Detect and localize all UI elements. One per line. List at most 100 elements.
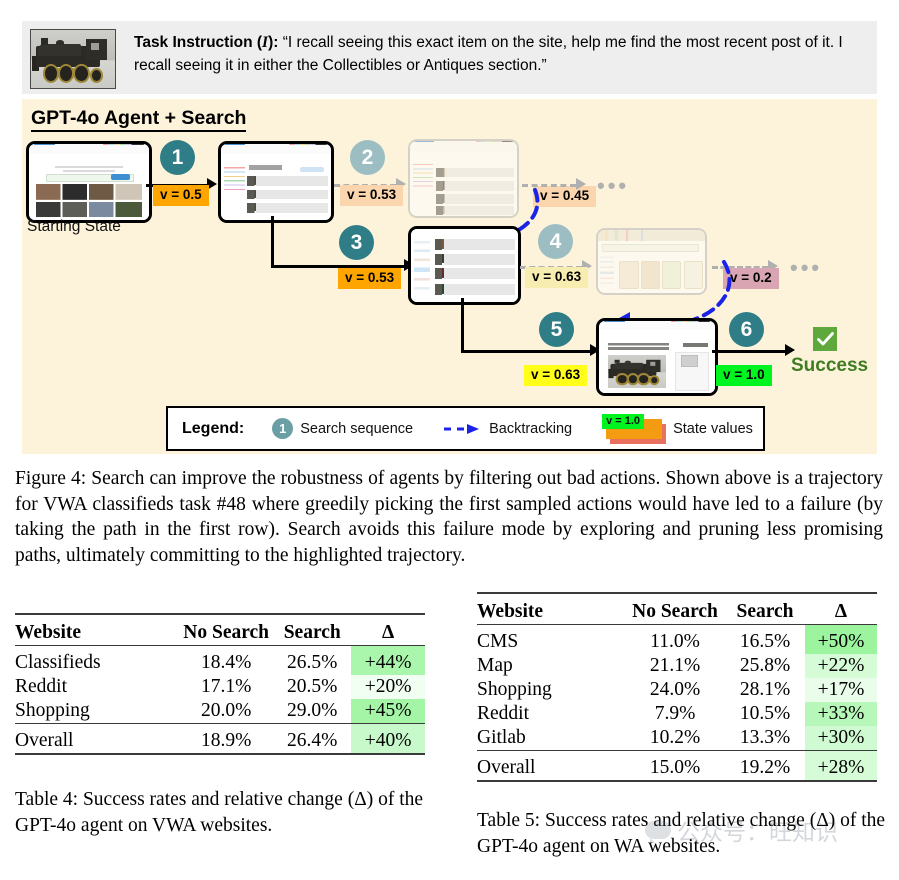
figure-4-caption: Figure 4: Search can improve the robustn… xyxy=(15,468,883,566)
table-row: CMS 11.0% 16.5% +50% xyxy=(477,624,877,654)
table-5: Website No Search Search Δ CMS 11.0% 16.5%… xyxy=(477,592,877,783)
no-search-cell: 11.0% xyxy=(625,624,725,654)
no-search-cell: 20.0% xyxy=(200,700,252,721)
table-row: Map 21.1% 25.8% +22% xyxy=(477,654,877,678)
antiques-listing-screenshot[interactable] xyxy=(408,226,521,305)
state-value-chip-stack-icon: v = 1.0 xyxy=(602,413,667,444)
table-5-caption: Table 5: Success rates and relative chan… xyxy=(477,810,886,857)
dashed-arrow-step-4-head xyxy=(582,260,592,272)
step-circle-6: 6 xyxy=(729,312,764,347)
no-search-cell: 18.4% xyxy=(179,645,274,675)
website-cell: Classifieds xyxy=(15,645,179,675)
table-row: Reddit 17.1% 20.5% +20% xyxy=(15,675,425,699)
search-cell: 25.8% xyxy=(739,655,791,676)
locomotive-item-detail-screenshot[interactable] xyxy=(596,318,718,396)
table-4: Website No Search Search Δ Classifieds 18… xyxy=(15,613,425,756)
table-4-caption: Table 4: Success rates and relative chan… xyxy=(15,789,424,836)
state-value-chip-0.2: v = 0.2 xyxy=(723,268,779,289)
legend-item-backtracking: Backtracking xyxy=(413,421,572,437)
delta-cell: +44% xyxy=(351,645,425,675)
green-checkbox-icon xyxy=(813,327,837,351)
table-5-col-no-search: No Search xyxy=(625,592,725,625)
table-row: Classifieds 18.4% 26.5% +44% xyxy=(15,645,425,675)
step-circle-3: 3 xyxy=(339,225,374,260)
legend-box: Legend: 1 Search sequence Backtracking v… xyxy=(166,406,765,451)
dashed-arrow-row1-tail xyxy=(522,184,576,187)
delta-cell: +40% xyxy=(351,723,425,754)
arrow-step-6-head xyxy=(785,344,795,356)
search-cell: 26.5% xyxy=(273,645,352,675)
branch-line-horizontal-1 xyxy=(271,265,406,268)
task-instruction-label: Task Instruction xyxy=(134,34,253,51)
state-value-chip-3: v = 0.53 xyxy=(338,268,402,289)
step-circle-4: 4 xyxy=(538,224,573,259)
table-row: Shopping 20.0% 29.0% +45% xyxy=(15,699,425,724)
task-colon: : xyxy=(273,34,279,51)
task-symbol: I xyxy=(262,34,269,51)
website-cell: Shopping xyxy=(15,700,90,721)
table-bottom-rule xyxy=(15,753,425,756)
no-search-cell: 18.9% xyxy=(179,723,274,754)
no-search-cell: 15.0% xyxy=(625,750,725,781)
website-cell: Map xyxy=(477,655,513,676)
table-4-col-website: Website xyxy=(15,613,179,646)
search-cell: 29.0% xyxy=(287,700,338,721)
state-value-chip-2: v = 0.53 xyxy=(340,185,404,206)
table-bottom-rule xyxy=(477,780,877,783)
success-label: Success xyxy=(791,355,869,376)
no-search-cell: 17.1% xyxy=(200,676,252,697)
legend-search-sequence-label: Search sequence xyxy=(300,420,414,437)
dashed-arrow-row1-tail-head xyxy=(576,178,586,190)
delta-cell: +50% xyxy=(805,624,877,654)
starting-state-screenshot[interactable] xyxy=(26,141,152,223)
shopping-search-results-screenshot-faded[interactable] xyxy=(596,228,707,295)
step-circle-2: 2 xyxy=(350,140,385,175)
dashed-arrow-row2-tail xyxy=(712,266,768,269)
table-row: Shopping 24.0% 28.1% +17% xyxy=(477,678,877,702)
table-row: Gitlab 10.2% 13.3% +30% xyxy=(477,726,877,751)
state-value-chip-0.45: v = 0.45 xyxy=(533,186,597,207)
legend-state-value-chip-label: v = 1.0 xyxy=(602,413,645,429)
dashed-arrow-step-2-head xyxy=(396,178,406,190)
table-4-header-row: Website No Search Search Δ xyxy=(15,613,425,646)
delta-cell: +30% xyxy=(805,726,877,751)
table-5-header-row: Website No Search Search Δ xyxy=(477,592,877,625)
table-4-col-delta: Δ xyxy=(351,613,425,646)
website-cell: Gitlab xyxy=(477,727,526,748)
arrow-step-5-head xyxy=(590,344,600,356)
website-cell: Reddit xyxy=(477,703,529,724)
task-item-thumbnail xyxy=(30,29,116,89)
table-4-col-search: Search xyxy=(273,613,352,646)
table-rule xyxy=(15,753,425,756)
legend-step-circle-icon: 1 xyxy=(272,418,294,439)
search-results-screenshot-faded[interactable] xyxy=(408,139,519,218)
website-cell: Reddit xyxy=(15,676,67,697)
starting-state-label: Starting State xyxy=(27,218,121,235)
website-cell: CMS xyxy=(477,624,625,654)
no-search-cell: 7.9% xyxy=(654,703,696,724)
dashed-arrow-row2-tail-head xyxy=(768,260,778,272)
search-cell: 28.1% xyxy=(739,679,791,700)
search-cell: 10.5% xyxy=(739,703,791,724)
legend-state-values-label: State values xyxy=(673,420,753,437)
state-value-chip-1: v = 0.5 xyxy=(153,185,209,206)
search-cell: 26.4% xyxy=(273,723,352,754)
row2-continuation-dots: ••• xyxy=(790,255,823,280)
table-5-col-delta: Δ xyxy=(805,592,877,625)
state-value-chip-5: v = 0.63 xyxy=(524,365,588,386)
collectibles-category-screenshot[interactable] xyxy=(218,141,334,223)
no-search-cell: 10.2% xyxy=(649,727,701,748)
task-instruction-body: “I recall seeing this exact item on the … xyxy=(134,34,843,74)
task-instruction-text: Task Instruction (I): “I recall seeing t… xyxy=(134,34,843,74)
legend-item-state-values: v = 1.0 State values xyxy=(572,413,753,444)
table-row: Reddit 7.9% 10.5% +33% xyxy=(477,702,877,726)
state-value-chip-4: v = 0.63 xyxy=(525,267,589,288)
search-cell: 20.5% xyxy=(287,676,338,697)
task-instruction-panel xyxy=(22,21,877,94)
delta-cell: +17% xyxy=(805,678,877,702)
step-circle-1: 1 xyxy=(160,140,195,175)
table-4-col-no-search: No Search xyxy=(179,613,274,646)
toy-steam-locomotive-photo xyxy=(31,30,115,88)
step-circle-5: 5 xyxy=(539,312,574,347)
delta-cell: +33% xyxy=(805,702,877,726)
